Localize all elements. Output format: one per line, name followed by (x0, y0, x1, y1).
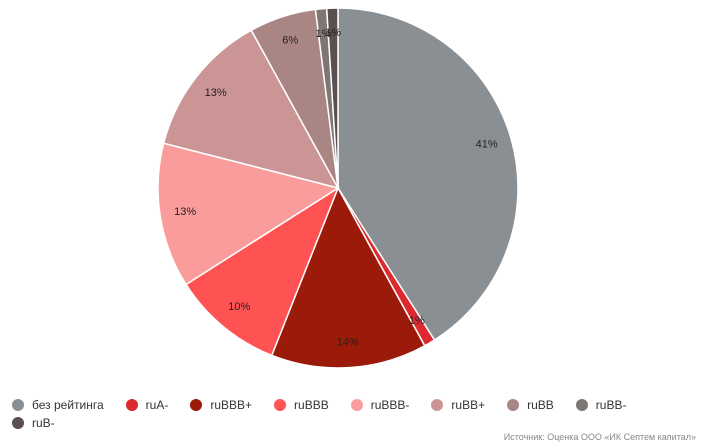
legend-label: ruBBB+ (210, 398, 253, 412)
legend-swatch (125, 399, 138, 411)
slice-label: 1% (409, 315, 425, 327)
legend-item: ruBBB (274, 397, 329, 413)
legend-label: ruBBB (294, 398, 329, 412)
legend-label: ruBB (527, 398, 554, 412)
slice-label: 1% (325, 27, 341, 39)
legend-item: ruBB (507, 397, 554, 413)
legend-item: ruBBB+ (190, 397, 252, 413)
slice-label: 6% (282, 35, 298, 47)
legend-label: без рейтинга (32, 398, 104, 412)
legend-swatch (190, 399, 203, 411)
slice-label: 14% (337, 336, 359, 348)
legend-label: ruBBB- (370, 398, 410, 412)
legend-label: ruBB- (595, 398, 627, 412)
legend-label: ruB- (32, 416, 55, 430)
slice-label: 41% (476, 139, 498, 151)
legend-item: ruBB- (575, 397, 627, 413)
legend-swatch (575, 399, 588, 411)
legend-label: ruBB+ (451, 398, 486, 412)
legend-item: без рейтинга (12, 397, 104, 413)
legend-item: ruBB+ (431, 397, 485, 413)
pie-slice (157, 142, 340, 286)
slice-label: 1% (315, 28, 331, 40)
legend-swatch (12, 417, 24, 429)
pie-slice (162, 29, 340, 190)
slice-label: 13% (174, 206, 196, 218)
slice-label: 10% (228, 301, 250, 313)
legend-item: ruA- (125, 397, 169, 413)
pie-slice (325, 7, 339, 189)
pie-slice (337, 7, 519, 342)
legend-label: ruA- (145, 398, 169, 412)
legend-swatch (431, 399, 444, 411)
legend-swatch (274, 399, 287, 411)
pie-slice (184, 186, 340, 357)
pie-slice (270, 186, 426, 369)
legend-swatch (507, 399, 520, 411)
chart: 41%1%14%10%13%13%6%1%1% (157, 7, 519, 369)
legend: без рейтинга ruA-ruBBB+ ruBBB ruBBB-ruBB+ ru… (12, 397, 682, 431)
source: Источник: Оценка ООО «ИК Септем капитал» (503, 432, 696, 442)
legend-swatch (350, 399, 363, 411)
legend-item: ruB- (12, 415, 55, 431)
slice-label: 13% (205, 87, 227, 99)
legend-item: ruBBB- (350, 397, 410, 413)
legend-swatch (12, 399, 24, 411)
